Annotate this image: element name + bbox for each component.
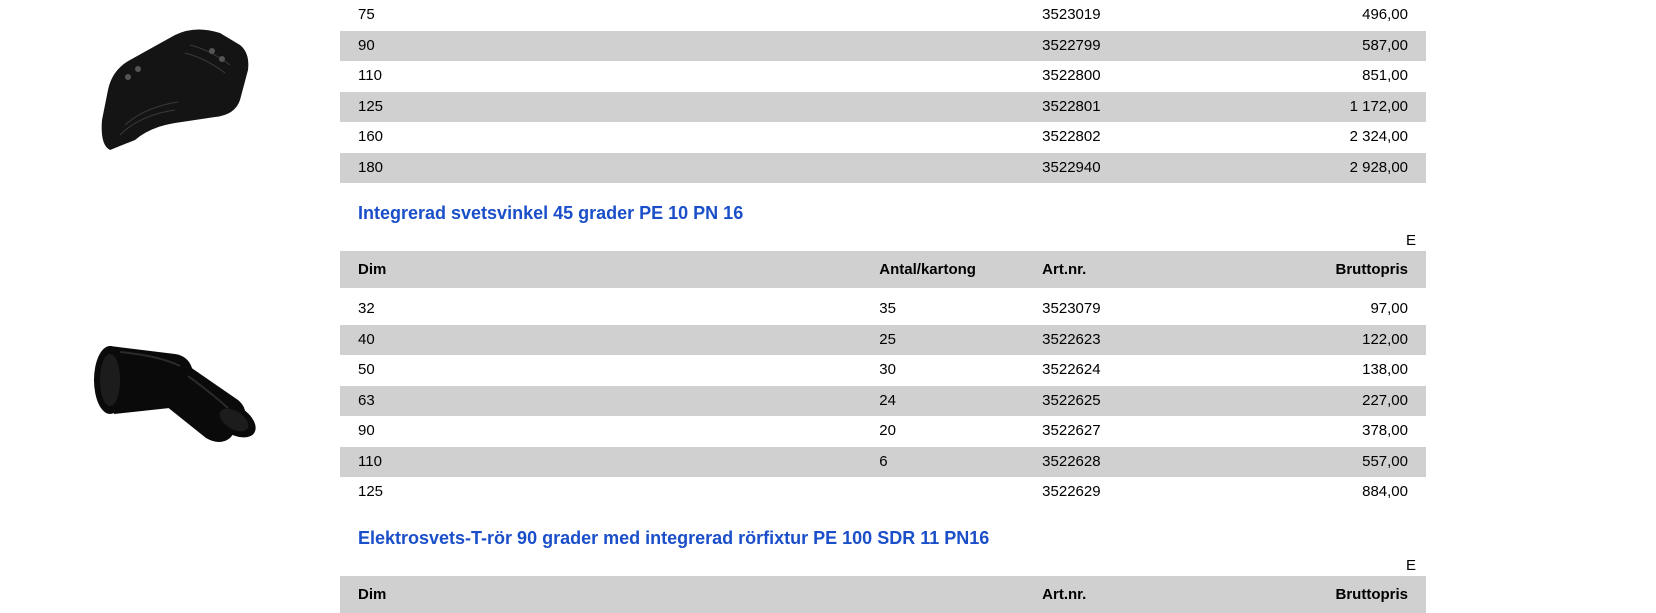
section-title-3: Elektrosvets-T-rör 90 grader med integre… bbox=[358, 528, 1426, 549]
cell-dim: 50 bbox=[340, 355, 861, 386]
cell-art: 3522940 bbox=[1024, 153, 1219, 184]
section-title-2: Integrerad svetsvinkel 45 grader PE 10 P… bbox=[358, 203, 1426, 224]
cell-dim: 125 bbox=[340, 92, 861, 123]
table-row: 125 35228011 172,00 bbox=[340, 92, 1426, 123]
cell-price: 122,00 bbox=[1220, 325, 1426, 356]
cell-price: 496,00 bbox=[1220, 0, 1426, 31]
cell-art: 3522801 bbox=[1024, 92, 1219, 123]
cell-dim: 160 bbox=[340, 122, 861, 153]
product-image-spigot-elbow bbox=[60, 300, 280, 460]
cell-art: 3522629 bbox=[1024, 477, 1219, 508]
cell-dim: 40 bbox=[340, 325, 861, 356]
table-row: 125 3522629884,00 bbox=[340, 477, 1426, 508]
cell-antal bbox=[861, 31, 1024, 62]
col-header-art: Art.nr. bbox=[1024, 576, 1219, 613]
cell-antal bbox=[861, 0, 1024, 31]
cell-antal: 6 bbox=[861, 447, 1024, 478]
product-table-1: 75 3523019496,00 90 3522799587,00 110 3522800… bbox=[340, 0, 1426, 183]
cell-price: 884,00 bbox=[1220, 477, 1426, 508]
cell-price: 97,00 bbox=[1220, 294, 1426, 325]
note-e-3: E bbox=[340, 557, 1426, 574]
table-row: 90203522627378,00 bbox=[340, 416, 1426, 447]
table-row: 90 3522799587,00 bbox=[340, 31, 1426, 62]
cell-price: 587,00 bbox=[1220, 31, 1426, 62]
cell-art: 3522625 bbox=[1024, 386, 1219, 417]
table-row: 75 3523019496,00 bbox=[340, 0, 1426, 31]
cell-price: 138,00 bbox=[1220, 355, 1426, 386]
cell-dim: 75 bbox=[340, 0, 861, 31]
table-row: 40253522623122,00 bbox=[340, 325, 1426, 356]
cell-dim: 90 bbox=[340, 31, 861, 62]
col-header-art: Art.nr. bbox=[1024, 251, 1219, 288]
image-column bbox=[0, 0, 340, 613]
cell-antal: 25 bbox=[861, 325, 1024, 356]
cell-dim: 110 bbox=[340, 61, 861, 92]
cell-art: 3522800 bbox=[1024, 61, 1219, 92]
cell-antal bbox=[861, 92, 1024, 123]
col-header-antal: Antal/kartong bbox=[861, 251, 1024, 288]
cell-price: 378,00 bbox=[1220, 416, 1426, 447]
col-header-dim: Dim bbox=[340, 576, 861, 613]
cell-antal: 35 bbox=[861, 294, 1024, 325]
table-row: 180 35229402 928,00 bbox=[340, 153, 1426, 184]
cell-art: 3523019 bbox=[1024, 0, 1219, 31]
table-row: 63243522625227,00 bbox=[340, 386, 1426, 417]
cell-art: 3522799 bbox=[1024, 31, 1219, 62]
cell-dim: 180 bbox=[340, 153, 861, 184]
cell-antal: 24 bbox=[861, 386, 1024, 417]
cell-antal: 30 bbox=[861, 355, 1024, 386]
cell-antal bbox=[861, 477, 1024, 508]
cell-antal bbox=[861, 122, 1024, 153]
col-header-dim: Dim bbox=[340, 251, 861, 288]
table-row: 50303522624138,00 bbox=[340, 355, 1426, 386]
cell-art: 3523079 bbox=[1024, 294, 1219, 325]
cell-antal bbox=[861, 61, 1024, 92]
cell-antal bbox=[861, 153, 1024, 184]
cell-price: 227,00 bbox=[1220, 386, 1426, 417]
table-row: 110 3522800851,00 bbox=[340, 61, 1426, 92]
col-header-antal-empty bbox=[861, 576, 1024, 613]
cell-price: 1 172,00 bbox=[1220, 92, 1426, 123]
cell-art: 3522627 bbox=[1024, 416, 1219, 447]
cell-art: 3522628 bbox=[1024, 447, 1219, 478]
product-image-electrofusion-elbow bbox=[60, 0, 280, 170]
product-table-3: Dim Art.nr. Bruttopris bbox=[340, 576, 1426, 613]
cell-art: 3522802 bbox=[1024, 122, 1219, 153]
cell-dim: 32 bbox=[340, 294, 861, 325]
content-column: 75 3523019496,00 90 3522799587,00 110 3522800… bbox=[340, 0, 1656, 613]
cell-dim: 110 bbox=[340, 447, 861, 478]
table-row: 3235352307997,00 bbox=[340, 294, 1426, 325]
cell-dim: 125 bbox=[340, 477, 861, 508]
col-header-price: Bruttopris bbox=[1220, 251, 1426, 288]
cell-art: 3522624 bbox=[1024, 355, 1219, 386]
table-row: 11063522628557,00 bbox=[340, 447, 1426, 478]
cell-price: 851,00 bbox=[1220, 61, 1426, 92]
table-row: 160 35228022 324,00 bbox=[340, 122, 1426, 153]
cell-dim: 63 bbox=[340, 386, 861, 417]
note-e-2: E bbox=[340, 232, 1426, 249]
product-table-2: Dim Antal/kartong Art.nr. Bruttopris 323… bbox=[340, 251, 1426, 508]
cell-price: 2 324,00 bbox=[1220, 122, 1426, 153]
cell-dim: 90 bbox=[340, 416, 861, 447]
cell-price: 557,00 bbox=[1220, 447, 1426, 478]
cell-art: 3522623 bbox=[1024, 325, 1219, 356]
cell-antal: 20 bbox=[861, 416, 1024, 447]
col-header-price: Bruttopris bbox=[1220, 576, 1426, 613]
cell-price: 2 928,00 bbox=[1220, 153, 1426, 184]
